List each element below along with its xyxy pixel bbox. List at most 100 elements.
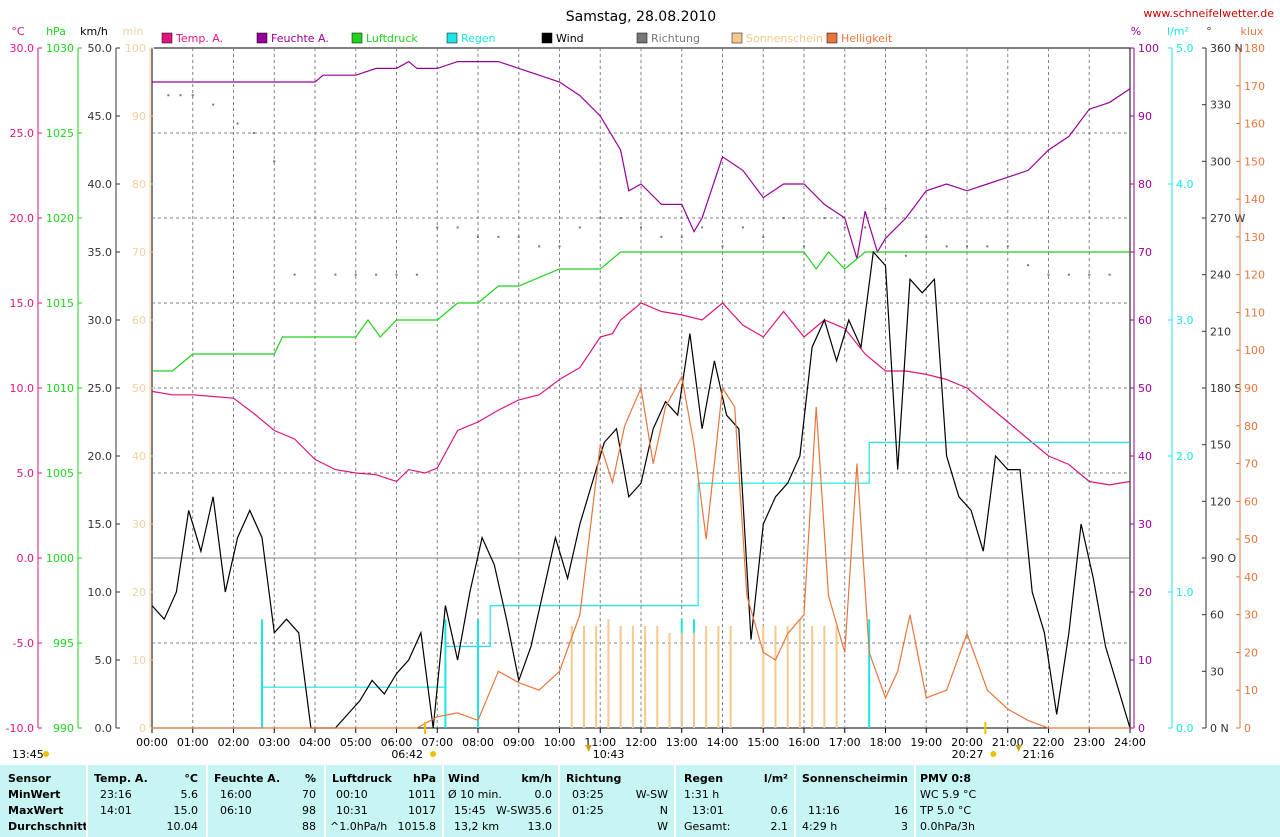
- brightness-axis-tick-label: 0: [1244, 722, 1251, 735]
- summary-rain: Regen l/m² 1:31 h 13:01 0.6 Gesamt: 2.1: [676, 765, 794, 837]
- direction-point: [538, 245, 541, 248]
- sun-axis-unit: min: [123, 25, 144, 38]
- pressure-max-time: 10:31: [336, 804, 368, 817]
- direction-point: [1047, 273, 1050, 276]
- brightness-axis-tick-label: 130: [1244, 231, 1265, 244]
- temp-axis-tick-label: 25.0: [10, 127, 35, 140]
- humidity-axis-tick-label: 80: [1138, 178, 1152, 191]
- pressure-unit: hPa: [412, 772, 436, 785]
- legend-label: Feuchte A.: [271, 32, 329, 45]
- pmv-pressure-trend: 0.0hPa/3h: [920, 820, 976, 833]
- direction-min-time: 03:25: [572, 788, 604, 801]
- pressure-axis-tick-label: 1005: [46, 467, 74, 480]
- humidity-axis-tick-label: 20: [1138, 586, 1152, 599]
- pressure-header: Luftdruck: [332, 772, 392, 785]
- temp-max: 15.0: [173, 804, 199, 817]
- pressure-axis-tick-label: 1015: [46, 297, 74, 310]
- wind-axis-unit: km/h: [80, 25, 108, 38]
- legend-swatch: [446, 32, 458, 44]
- direction-axis-tick-label: 60: [1210, 609, 1224, 622]
- humidity-axis-unit: %: [1131, 25, 1141, 38]
- rain-axis-unit: l/m²: [1167, 25, 1189, 38]
- direction-point: [517, 235, 520, 238]
- brightness-axis-tick-label: 70: [1244, 458, 1258, 471]
- direction-axis-tick-label: 0 N: [1210, 722, 1229, 735]
- pressure-min: 1011: [408, 788, 436, 801]
- direction-point: [864, 226, 867, 229]
- x-tick-label: 13:00: [666, 736, 698, 749]
- direction-axis-tick-label: 30: [1210, 665, 1224, 678]
- x-tick-label: 18:00: [870, 736, 902, 749]
- pressure-avg: 1015.8: [397, 820, 437, 833]
- brightness-axis-tick-label: 140: [1244, 193, 1265, 206]
- direction-point: [179, 94, 182, 97]
- x-tick-label: 20:00: [951, 736, 983, 749]
- wind-axis-tick-label: 30.0: [88, 314, 113, 327]
- wind-max-time: 15:45: [454, 804, 486, 817]
- rain-max: 0.6: [770, 804, 789, 817]
- temp-axis-unit: °C: [11, 25, 25, 38]
- summary-wind: Wind km/h Ø 10 min. 0.0 15:45 W-SW 35.6 …: [444, 765, 558, 837]
- summary-pmv: PMV 0:8 WC 5.9 °C TP 5.0 °C 0.0hPa/3h: [916, 765, 1036, 837]
- humidity-axis-tick-label: 30: [1138, 518, 1152, 531]
- direction-point: [477, 235, 479, 238]
- pmv-dewpoint: TP 5.0 °C: [920, 804, 972, 817]
- brightness-axis-tick-label: 20: [1244, 646, 1258, 659]
- pressure-min-time: 00:10: [336, 788, 368, 801]
- pressure-trend: ^1.0hPa/h: [330, 820, 388, 833]
- wind-min-label: Ø 10 min.: [448, 788, 502, 801]
- direction-point: [884, 207, 887, 210]
- rain-axis-tick-label: 5.0: [1176, 42, 1194, 55]
- direction-point: [680, 235, 683, 238]
- x-tick-label: 07:00: [421, 736, 453, 749]
- x-tick-label: 00:00: [136, 736, 168, 749]
- sun-axis-tick-label: 60: [132, 314, 146, 327]
- wind-axis-tick-label: 15.0: [88, 518, 113, 531]
- wind-axis-tick-label: 35.0: [88, 246, 113, 259]
- sun-axis-tick-label: 90: [132, 110, 146, 123]
- direction-point: [191, 94, 194, 97]
- pressure-axis-tick-label: 1000: [46, 552, 74, 565]
- row-label-min: MinWert: [8, 788, 61, 801]
- direction-point: [925, 235, 928, 238]
- direction-point: [803, 245, 805, 248]
- wind-distance: 13,2 km: [454, 820, 500, 833]
- legend-swatch: [256, 32, 268, 44]
- brightness-axis-tick-label: 50: [1244, 533, 1258, 546]
- direction-min: W-SW: [635, 788, 668, 801]
- source-url[interactable]: www.schneifelwetter.de: [1143, 7, 1274, 20]
- sunset-label: 20:27: [952, 748, 984, 761]
- direction-axis-tick-label: 210: [1210, 325, 1231, 338]
- brightness-axis-tick-label: 150: [1244, 155, 1265, 168]
- humidity-max-time: 06:10: [220, 804, 252, 817]
- sun-axis-tick-label: 10: [132, 654, 146, 667]
- rain-axis-tick-label: 3.0: [1176, 314, 1194, 327]
- direction-header: Richtung: [566, 772, 622, 785]
- temp-unit: °C: [184, 772, 198, 785]
- row-label-avg: Durchschnitt: [8, 820, 88, 833]
- x-tick-label: 06:00: [381, 736, 413, 749]
- direction-point: [762, 235, 765, 238]
- direction-axis-tick-label: 270 W: [1210, 212, 1245, 225]
- humidity-axis-tick-label: 60: [1138, 314, 1152, 327]
- x-tick-label: 16:00: [788, 736, 820, 749]
- moonset-label: 21:16: [1023, 748, 1055, 761]
- temp-min: 5.6: [180, 788, 199, 801]
- direction-point: [578, 226, 581, 229]
- temp-max-time: 14:01: [100, 804, 132, 817]
- rain-max-time: 13:01: [692, 804, 724, 817]
- brightness-axis-tick-label: 100: [1244, 344, 1265, 357]
- x-tick-label: 03:00: [258, 736, 290, 749]
- legend-label: Regen: [461, 32, 496, 45]
- chart-axes: 00:00 01:00 02:00 03:00 04:00 05:00 06:00 07:00…: [6, 25, 1265, 749]
- humidity-axis-tick-label: 90: [1138, 110, 1152, 123]
- temp-min-time: 23:16: [100, 788, 132, 801]
- summary-row-labels: Sensor MinWert MaxWert Durchschnitt: [0, 765, 88, 837]
- pressure-axis-tick-label: 990: [53, 722, 74, 735]
- direction-point: [497, 235, 500, 238]
- brightness-axis-tick-label: 90: [1244, 382, 1258, 395]
- pressure-axis-unit: hPa: [46, 25, 66, 38]
- summary-humidity: Feuchte A. % 16:00 70 06:10 98 88: [208, 765, 324, 837]
- x-tick-label: 24:00: [1114, 736, 1146, 749]
- legend-swatch: [826, 32, 838, 44]
